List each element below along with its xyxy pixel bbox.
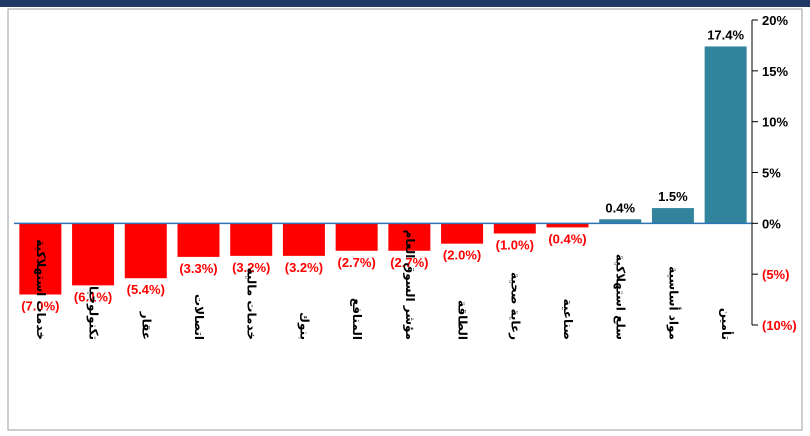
y-tick-label: 15% [762, 64, 788, 79]
bar-9 [441, 223, 484, 244]
data-label-1: (7.0%) [21, 299, 59, 314]
data-label-3: (5.4%) [127, 282, 165, 297]
category-label-3: عقار [139, 311, 153, 340]
category-label-8: مؤشر السوق العام [402, 230, 417, 340]
bar-7 [335, 223, 378, 251]
data-label-7: (2.7%) [337, 255, 375, 270]
y-axis: 20% 15% 10% 5% 0% (5%) (10%) [14, 13, 797, 333]
y-tick-label: 10% [762, 115, 788, 130]
category-label-9: الطاقة [456, 300, 470, 340]
bar-13 [651, 208, 694, 224]
y-tick-label: 20% [762, 13, 788, 28]
bar-10 [493, 223, 536, 234]
category-label-11: صناعية [561, 299, 575, 340]
data-label-8: (2.7%) [390, 255, 428, 270]
category-label-2: تكنولوجيا [86, 286, 101, 340]
category-labels-layer: خدمات استهلاكية تكنولوجيا عقار اتصالات خدمات… [34, 230, 734, 340]
data-label-5: (3.2%) [232, 260, 270, 275]
data-label-13: 1.5% [658, 189, 688, 204]
data-label-12: 0.4% [605, 200, 635, 215]
category-label-7: المنافع [350, 298, 364, 340]
y-tick-label: 5% [762, 166, 781, 181]
top-band [0, 0, 810, 7]
category-label-5: خدمات مالية [245, 268, 259, 340]
category-label-4: اتصالات [192, 294, 206, 340]
category-label-6: بنوك [296, 312, 311, 340]
y-tick-label: 0% [762, 216, 781, 231]
y-tick-label: (5%) [762, 267, 789, 282]
category-label-10: رعاية صحية [508, 272, 522, 340]
bar-1 [19, 223, 62, 295]
category-label-13: مواد أساسية [665, 266, 681, 340]
category-label-12: سلع استهلاكية [614, 254, 628, 340]
bar-2 [72, 223, 115, 286]
data-label-4: (3.3%) [179, 261, 217, 276]
chart-frame [7, 8, 803, 431]
bar-14 [704, 46, 747, 224]
bar-6 [282, 223, 325, 256]
data-labels-layer: (7.0%) (6.1%) (5.4%) (3.3%) (3.2%) (3.2%) (2.7… [21, 27, 744, 313]
bar-4 [177, 223, 220, 257]
data-label-11: (0.4%) [548, 231, 586, 246]
category-label-14: تأمين [719, 308, 734, 340]
y-tick-label: (10%) [762, 318, 797, 333]
data-label-9: (2.0%) [443, 248, 481, 263]
bars-layer [19, 46, 747, 295]
data-label-6: (3.2%) [285, 260, 323, 275]
data-label-2: (6.1%) [74, 289, 112, 304]
category-label-1: خدمات استهلاكية [34, 239, 48, 340]
data-label-14: 17.4% [707, 27, 744, 42]
bar-5 [230, 223, 273, 256]
data-label-10: (1.0%) [496, 238, 534, 253]
bar-12 [599, 219, 642, 224]
bar-8 [388, 223, 431, 251]
bar-11 [546, 223, 589, 228]
bar-3 [124, 223, 167, 279]
